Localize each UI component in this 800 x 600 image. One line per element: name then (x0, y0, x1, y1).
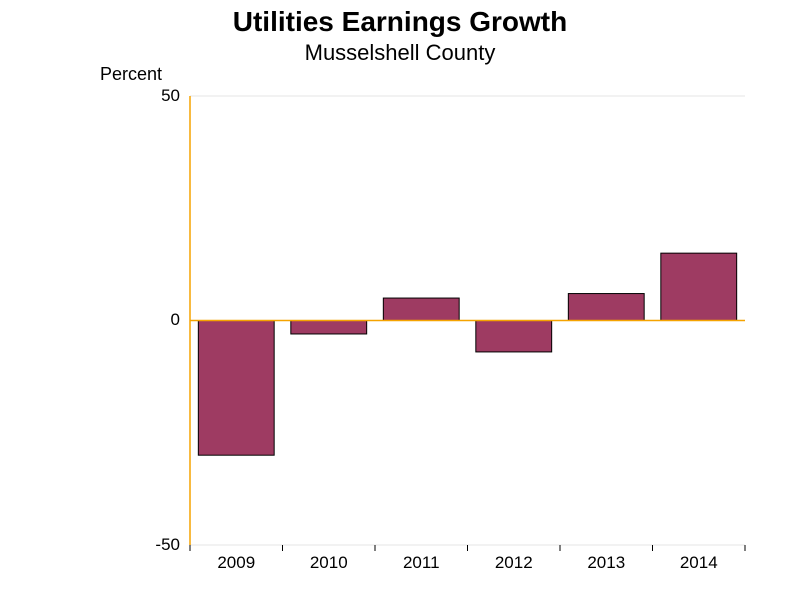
bar (291, 321, 367, 334)
chart-container: Utilities Earnings Growth Musselshell Co… (0, 0, 800, 600)
bar (476, 321, 552, 352)
x-axis-ticks (190, 545, 745, 551)
bar (383, 298, 459, 320)
bar (661, 253, 737, 320)
bar (568, 294, 644, 321)
bar (198, 321, 274, 456)
chart-svg (0, 0, 800, 600)
